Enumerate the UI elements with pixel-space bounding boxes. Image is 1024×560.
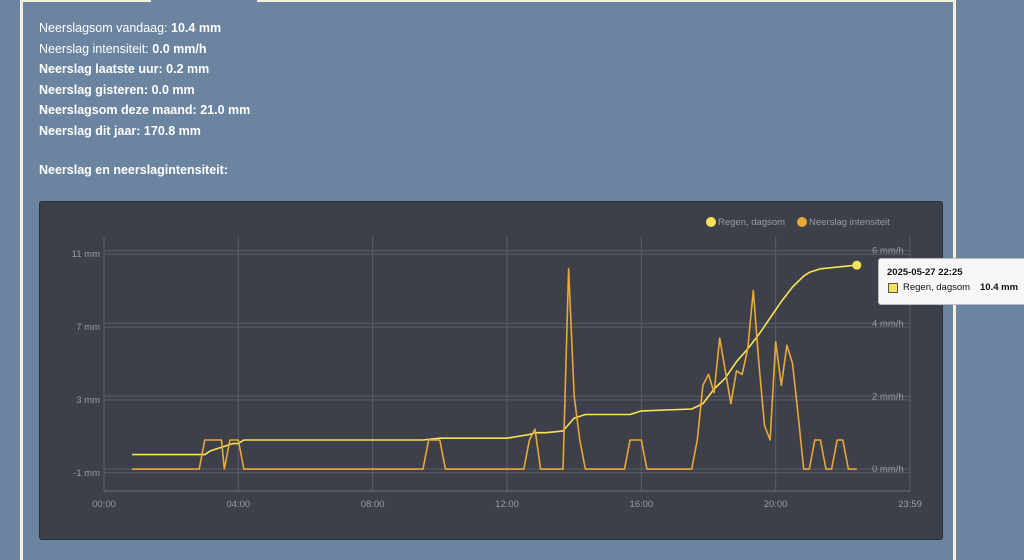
rain-chart-svg: 00:00 04:00 08:00 12:00 16:00 20:00 23:59 11 mm… xyxy=(72,217,922,510)
x-tick-label: 20:00 xyxy=(764,499,788,510)
x-tick-label: 16:00 xyxy=(629,499,653,510)
y-right-tick-label: 4 mm/h xyxy=(872,318,904,329)
x-tick-label: 04:00 xyxy=(226,499,250,510)
series-line-rain-sum xyxy=(132,264,857,456)
y-left-tick-label: 11 mm xyxy=(72,249,100,260)
stat-rain-year: Neerslag dit jaar: 170.8 mm xyxy=(39,123,201,138)
y-left-tick-label: 7 mm xyxy=(76,322,100,333)
legend-swatch-rain-sum[interactable] xyxy=(706,217,716,227)
legend-swatch-intensity[interactable] xyxy=(797,217,807,227)
y-right-tick-label: 6 mm/h xyxy=(872,246,904,257)
y-right-tick-label: 2 mm/h xyxy=(872,391,904,402)
panel-top-border xyxy=(23,0,953,2)
x-tick-label: 00:00 xyxy=(92,499,116,510)
tooltip-swatch xyxy=(888,283,898,293)
tooltip-value: 10.4 mm xyxy=(980,282,1019,293)
legend-label-intensity[interactable]: Neerslag intensiteit xyxy=(809,217,890,228)
y-left-tick-label: -1 mm xyxy=(73,468,100,479)
highlight-point[interactable] xyxy=(852,260,862,270)
series-line-intensity xyxy=(132,268,857,470)
section-title: Neerslag en neerslagintensiteit: xyxy=(39,163,228,177)
tab-notch xyxy=(151,0,257,2)
rain-chart[interactable]: 00:00 04:00 08:00 12:00 16:00 20:00 23:59 11 mm… xyxy=(39,201,943,540)
stat-rain-today: Neerslagsom vandaag: 10.4 mm xyxy=(39,21,222,35)
legend-label-rain-sum[interactable]: Regen, dagsom xyxy=(718,217,785,228)
stat-rain-month: Neerslagsom deze maand: 21.0 mm xyxy=(39,103,251,117)
stat-rain-intensity: Neerslag intensiteit: 0.0 mm/h xyxy=(39,41,207,56)
stat-rain-last-hour: Neerslag laatste uur: 0.2 mm xyxy=(39,62,210,76)
tooltip-date: 2025-05-27 22:25 xyxy=(887,267,963,278)
x-tick-label: 12:00 xyxy=(495,499,519,510)
x-tick-label: 08:00 xyxy=(361,499,385,510)
x-tick-label: 23:59 xyxy=(898,499,922,510)
y-right-tick-label: 0 mm/h xyxy=(872,464,904,475)
y-left-tick-label: 3 mm xyxy=(76,395,100,406)
stats-list: Neerslagsom vandaag: 10.4 mm Neerslag in… xyxy=(39,18,250,141)
stat-rain-yesterday: Neerslag gisteren: 0.0 mm xyxy=(39,82,195,97)
tooltip-series-name: Regen, dagsom xyxy=(903,282,971,293)
chart-tooltip: 2025-05-27 22:25 Regen, dagsom 10.4 mm xyxy=(878,258,1024,305)
